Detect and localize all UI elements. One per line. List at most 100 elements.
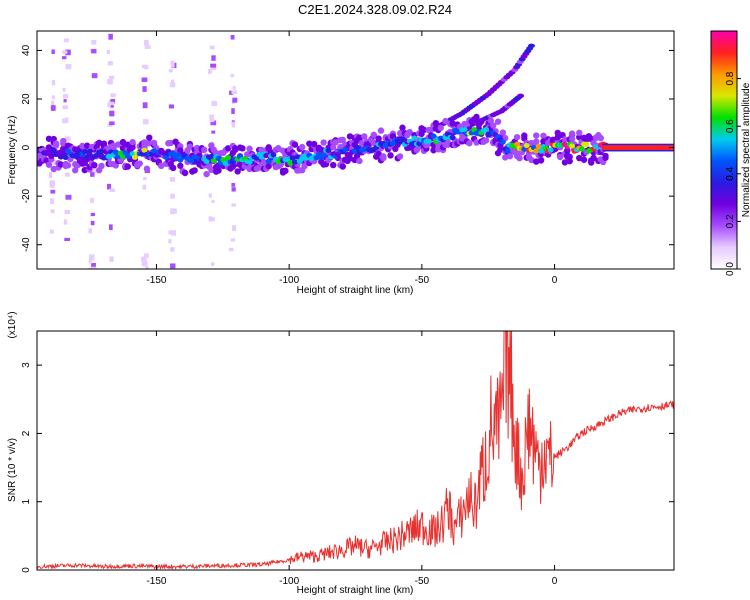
heatmap-cell <box>141 142 148 149</box>
heatmap-cell <box>145 266 149 269</box>
heatmap-cell <box>144 40 149 46</box>
heatmap-cell <box>141 256 147 263</box>
heatmap-cell <box>63 99 67 103</box>
heatmap-cell <box>72 167 79 174</box>
heatmap-cell <box>91 161 98 169</box>
heatmap-cell <box>109 101 115 106</box>
heatmap-cell <box>90 197 94 204</box>
y-tick-label: 40 <box>21 44 32 56</box>
heatmap-cell <box>108 33 113 40</box>
x-tick-label: -50 <box>415 275 430 286</box>
heatmap-cell <box>62 94 69 99</box>
heatmap-cell <box>275 144 282 152</box>
heatmap-cell <box>224 145 232 152</box>
heatmap-cell <box>222 160 229 166</box>
heatmap-cell <box>171 79 175 84</box>
y-tick-label: -40 <box>21 237 32 252</box>
heatmap-cell <box>506 153 514 160</box>
heatmap-cell <box>107 61 113 66</box>
heatmap-cell <box>521 146 528 152</box>
heatmap-cell <box>353 152 361 160</box>
heatmap-cell <box>325 147 332 153</box>
heatmap-cell <box>265 162 272 170</box>
heatmap-cell <box>171 230 177 236</box>
colorbar-tick-label: 0.8 <box>725 71 736 85</box>
heatmap-cell <box>131 154 138 160</box>
chart-title: C2E1.2024.328.09.02.R24 <box>298 2 452 17</box>
x-tick-label: -100 <box>279 275 299 286</box>
colorbar-tick-label: 0.4 <box>725 166 736 180</box>
heatmap-cell <box>566 157 573 165</box>
heatmap-cell <box>521 135 528 142</box>
heatmap-cell <box>342 146 349 152</box>
heatmap-cell <box>210 217 215 222</box>
heatmap-cell <box>437 124 444 132</box>
heatmap-cell <box>208 193 212 198</box>
heatmap-cell <box>230 74 235 78</box>
heatmap-cell <box>246 145 253 152</box>
heatmap-cell <box>62 56 67 60</box>
snr-multiplier-label: (x10⁴) <box>7 311 18 338</box>
heatmap-cell <box>478 118 485 125</box>
heatmap-cell <box>246 159 253 165</box>
heatmap-cell <box>234 168 241 175</box>
heatmap-cell <box>143 176 147 181</box>
heatmap-cell <box>375 135 382 142</box>
spectrogram-y-axis-label: Frequency (Hz) <box>7 116 18 185</box>
heatmap-cell <box>535 143 542 150</box>
heatmap-cell <box>48 172 53 179</box>
spectrogram-frame <box>36 30 675 270</box>
heatmap-cell <box>232 97 238 103</box>
heatmap-cell <box>170 247 175 252</box>
x-tick-label: 0 <box>552 576 558 587</box>
heatmap-cell <box>90 220 95 226</box>
heatmap-cell <box>186 143 194 150</box>
snr-x-axis-label: Height of straight line (km) <box>297 585 414 596</box>
heatmap-cell <box>442 117 449 125</box>
heatmap-cell <box>109 256 114 262</box>
heatmap-cell <box>143 119 149 125</box>
heatmap-cell <box>211 130 216 134</box>
heatmap-cell <box>231 203 236 207</box>
heatmap-cell <box>129 138 136 146</box>
heatmap-cell <box>568 135 576 143</box>
heatmap-cell <box>142 86 147 92</box>
heatmap-cell <box>51 49 55 55</box>
heatmap-steady-band <box>602 145 674 150</box>
heatmap-cell <box>430 147 437 154</box>
heatmap-cell <box>225 154 232 161</box>
heatmap-cell <box>109 188 116 192</box>
y-tick-label: 0 <box>21 567 32 573</box>
heatmap-cell <box>49 229 54 234</box>
y-tick-label: -20 <box>21 188 32 203</box>
heatmap-cell <box>51 95 55 100</box>
spectrogram-x-axis-label: Height of straight line (km) <box>297 285 414 296</box>
heatmap-cell <box>547 147 554 153</box>
heatmap-cell <box>106 183 112 190</box>
heatmap-cell <box>513 133 521 141</box>
heatmap-cell <box>64 162 72 169</box>
heatmap-cell <box>109 75 115 80</box>
heatmap-cell <box>160 150 167 156</box>
heatmap-cell <box>168 104 174 109</box>
heatmap-cell <box>244 151 251 158</box>
heatmap-cell <box>396 153 404 160</box>
heatmap-cell <box>91 73 98 79</box>
heatmap-cell <box>170 263 176 269</box>
colorbar-label: Normalized spectral amplitude <box>741 82 750 217</box>
heatmap-cell <box>483 126 490 133</box>
heatmap-cell <box>231 183 236 187</box>
heatmap-cell <box>203 158 210 165</box>
heatmap-cell <box>109 121 115 126</box>
heatmap-cell <box>139 151 146 157</box>
heatmap-cell <box>258 146 265 154</box>
heatmap-cell <box>109 110 115 117</box>
heatmap-cell <box>208 216 213 222</box>
heatmap-cell <box>105 153 112 160</box>
heatmap-cell <box>514 141 521 147</box>
heatmap-cell <box>282 167 289 175</box>
heatmap-cell <box>51 268 56 269</box>
colorbar: 0.0 0.2 0.4 0.6 0.8 Normalized spectral ampl… <box>710 30 750 276</box>
x-tick-label: -150 <box>146 275 166 286</box>
